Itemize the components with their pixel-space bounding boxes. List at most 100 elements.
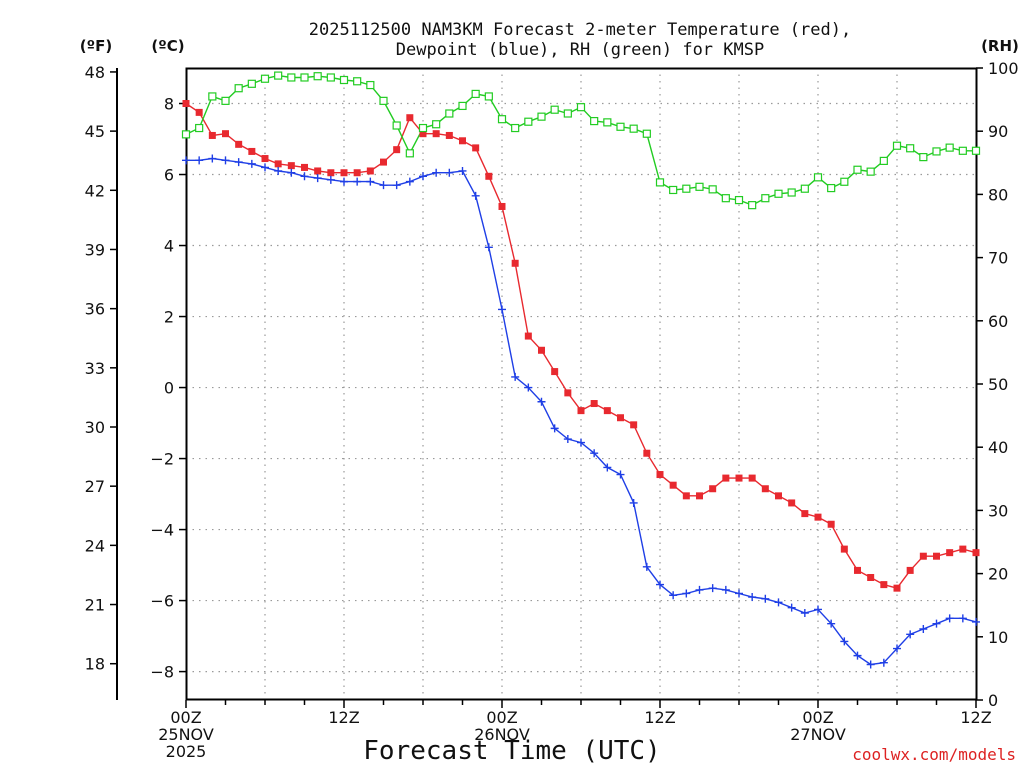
chart-title-line2: Dewpoint (blue), RH (green) for KMSP bbox=[396, 40, 764, 60]
x-tick-label: 12Z bbox=[644, 708, 675, 727]
2-meter-temperature-point bbox=[445, 131, 453, 139]
dewpoint-point bbox=[234, 158, 243, 167]
fahrenheit-tick-label: 45 bbox=[85, 122, 105, 141]
dewpoint-point bbox=[708, 584, 717, 593]
2-meter-temperature-point bbox=[630, 421, 638, 429]
2-meter-temperature-point bbox=[814, 513, 822, 521]
rh-tick-label: 30 bbox=[988, 501, 1008, 520]
rh-point bbox=[537, 112, 546, 121]
celsius-tick-label: −4 bbox=[150, 521, 174, 540]
rh-point bbox=[748, 201, 757, 210]
dewpoint-point bbox=[958, 614, 967, 623]
2-meter-temperature-point bbox=[617, 414, 624, 422]
2-meter-temperature-point bbox=[327, 169, 335, 177]
rh-point bbox=[445, 109, 454, 118]
celsius-tick-label: 4 bbox=[164, 237, 174, 256]
x-axis-title: Forecast Time (UTC) bbox=[363, 736, 660, 766]
2-meter-temperature-point bbox=[696, 492, 703, 500]
rh-point bbox=[576, 103, 586, 112]
2-meter-temperature-point bbox=[353, 169, 361, 177]
dewpoint-point bbox=[313, 174, 322, 183]
rh-point bbox=[524, 117, 533, 126]
rh-point bbox=[221, 96, 230, 105]
dewpoint-point bbox=[642, 562, 651, 571]
dewpoint-point bbox=[603, 463, 612, 472]
2-meter-temperature-point bbox=[893, 584, 901, 592]
2-meter-temperature-point bbox=[656, 471, 664, 479]
rh-point bbox=[379, 96, 388, 105]
celsius-tick-label: −8 bbox=[150, 663, 174, 682]
dewpoint-point bbox=[879, 658, 888, 667]
dewpoint-point bbox=[432, 168, 441, 177]
dewpoint-point bbox=[182, 156, 190, 165]
x-tick-label: 00Z bbox=[170, 708, 201, 727]
rh-point bbox=[734, 195, 744, 205]
celsius-tick-label: 0 bbox=[164, 379, 174, 398]
2-meter-temperature-point bbox=[274, 160, 282, 168]
celsius-tick-label: 8 bbox=[164, 95, 174, 114]
axes: 86420−2−4−6−8484542393633302724211810090… bbox=[85, 59, 1019, 761]
rh-point bbox=[326, 73, 335, 82]
dewpoint-point bbox=[221, 156, 230, 165]
chart-title-line1: 2025112500 NAM3KM Forecast 2-meter Tempe… bbox=[309, 20, 851, 40]
rh-point bbox=[511, 123, 520, 133]
celsius-unit-label: (ºC) bbox=[151, 37, 184, 55]
dewpoint-point bbox=[590, 449, 599, 458]
rh-point bbox=[392, 121, 401, 130]
2-meter-temperature-point bbox=[827, 520, 835, 528]
rh-point bbox=[603, 118, 612, 127]
rh-point bbox=[418, 123, 428, 133]
dewpoint-point bbox=[827, 619, 836, 628]
dewpoint-point bbox=[669, 591, 678, 600]
2-meter-temperature-point bbox=[472, 144, 480, 152]
rh-point bbox=[629, 124, 638, 133]
fahrenheit-tick-label: 18 bbox=[85, 655, 105, 674]
2-meter-temperature-point bbox=[511, 259, 519, 267]
rh-point bbox=[721, 194, 730, 203]
rh-point bbox=[840, 177, 849, 186]
rh-point bbox=[234, 84, 243, 93]
2-meter-temperature-point bbox=[801, 510, 809, 518]
rh-point bbox=[339, 75, 349, 85]
2-meter-temperature-point bbox=[393, 146, 401, 154]
dewpoint-point bbox=[800, 609, 809, 618]
2-meter-temperature-point bbox=[432, 130, 440, 138]
fahrenheit-tick-label: 24 bbox=[85, 536, 105, 555]
rh-point bbox=[471, 89, 480, 99]
dewpoint-point bbox=[537, 397, 546, 406]
dewpoint-point bbox=[616, 470, 625, 479]
2-meter-temperature-point bbox=[854, 566, 861, 574]
x-tick-label: 12Z bbox=[328, 708, 359, 727]
rh-point bbox=[655, 178, 665, 187]
rh-point bbox=[958, 146, 967, 155]
dewpoint-point bbox=[787, 603, 796, 612]
rh-point bbox=[405, 149, 414, 158]
dewpoint-point bbox=[300, 172, 309, 181]
rh-point bbox=[181, 130, 191, 139]
2-meter-temperature-point bbox=[301, 163, 308, 171]
rh-point bbox=[906, 144, 915, 153]
dewpoint-point bbox=[340, 177, 348, 186]
2-meter-temperature-point bbox=[195, 108, 203, 116]
fahrenheit-tick-label: 33 bbox=[85, 359, 105, 378]
dewpoint-point bbox=[774, 598, 783, 607]
dewpoint-point bbox=[511, 372, 520, 381]
rh-point bbox=[590, 116, 599, 126]
x-tick-label: 26NOV bbox=[474, 725, 530, 744]
x-tick-label: 2025 bbox=[166, 742, 207, 761]
rh-tick-label: 50 bbox=[988, 375, 1008, 394]
x-tick-label: 12Z bbox=[960, 708, 991, 727]
2-meter-temperature-point bbox=[182, 100, 190, 108]
dewpoint-point bbox=[287, 168, 296, 177]
dewpoint-point bbox=[761, 594, 770, 603]
2-meter-temperature-point bbox=[380, 158, 387, 166]
rh-tick-label: 40 bbox=[988, 438, 1008, 457]
dewpoint-point bbox=[379, 181, 388, 190]
fahrenheit-tick-label: 48 bbox=[85, 63, 105, 82]
rh-point bbox=[827, 183, 836, 193]
rh-point bbox=[497, 115, 507, 124]
2-meter-temperature-point bbox=[933, 552, 940, 560]
dewpoint-point bbox=[906, 630, 915, 639]
dewpoint-point bbox=[524, 383, 533, 392]
2-meter-temperature-point bbox=[261, 155, 269, 163]
